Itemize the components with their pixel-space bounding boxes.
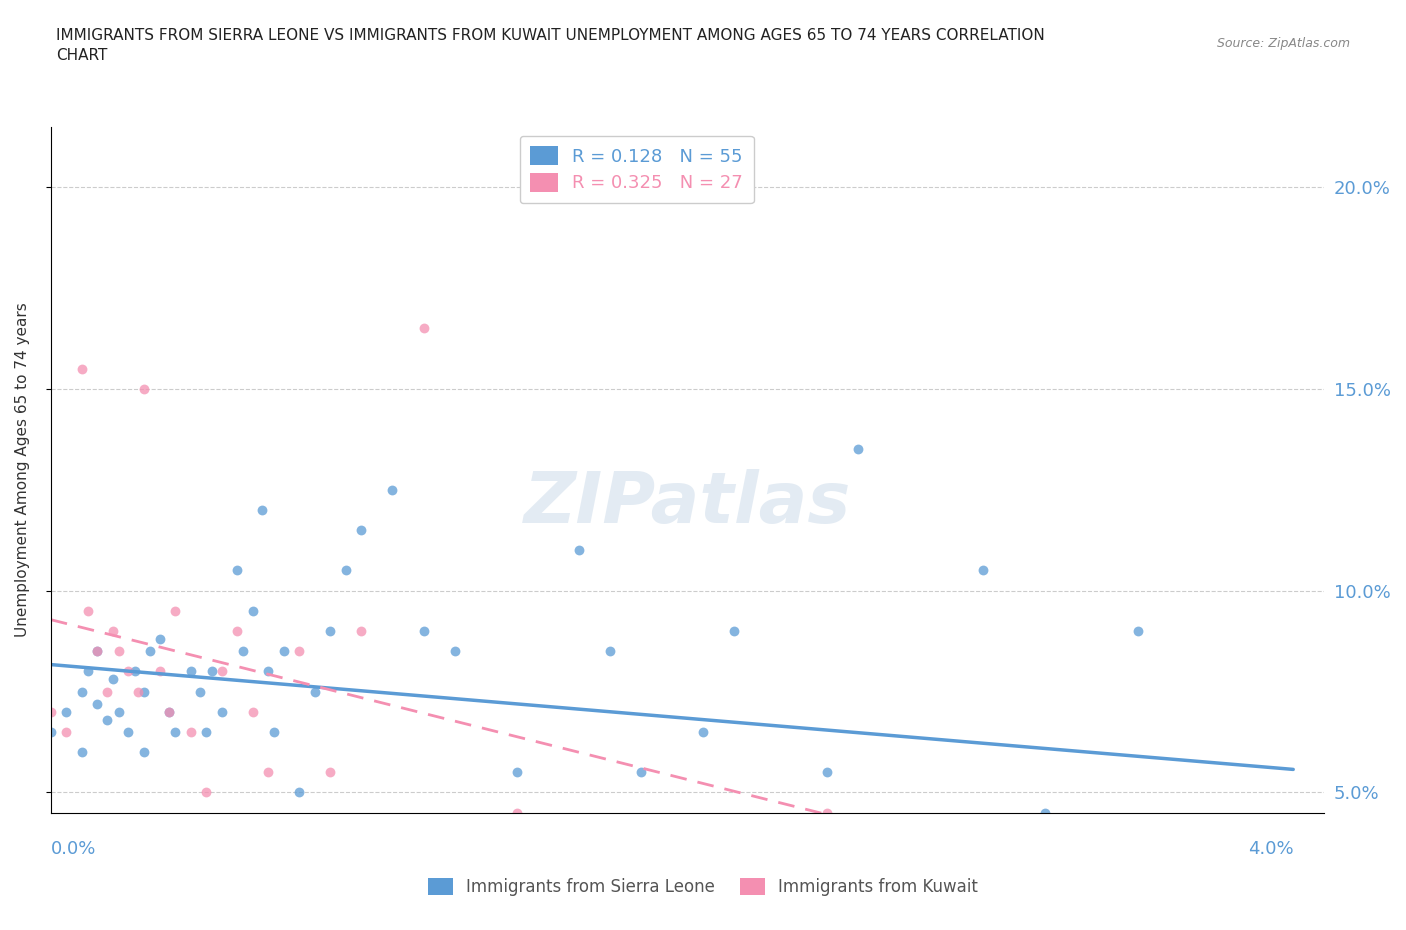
Point	[117, 664, 139, 679]
Point	[70, 745, 93, 760]
Point	[319, 623, 342, 638]
Point	[77, 664, 100, 679]
Point	[70, 361, 93, 376]
Y-axis label: Unemployment Among Ages 65 to 74 years: Unemployment Among Ages 65 to 74 years	[15, 302, 30, 637]
Point	[96, 712, 118, 727]
Point	[250, 502, 273, 517]
Point	[273, 644, 295, 658]
Legend: R = 0.128   N = 55, R = 0.325   N = 27: R = 0.128 N = 55, R = 0.325 N = 27	[520, 136, 754, 204]
Point	[815, 764, 838, 779]
Point	[257, 664, 280, 679]
Point	[165, 724, 187, 739]
Point	[86, 644, 108, 658]
Point	[288, 785, 311, 800]
Point	[108, 644, 131, 658]
Point	[443, 644, 465, 658]
Point	[132, 684, 155, 699]
Point	[848, 442, 870, 457]
Point	[165, 604, 187, 618]
Point	[335, 563, 357, 578]
Text: 0.0%: 0.0%	[51, 840, 96, 858]
Point	[350, 623, 373, 638]
Point	[101, 623, 124, 638]
Point	[242, 604, 264, 618]
Point	[1126, 623, 1149, 638]
Point	[381, 483, 404, 498]
Text: IMMIGRANTS FROM SIERRA LEONE VS IMMIGRANTS FROM KUWAIT UNEMPLOYMENT AMONG AGES 6: IMMIGRANTS FROM SIERRA LEONE VS IMMIGRAN…	[56, 28, 1045, 62]
Point	[157, 704, 180, 719]
Point	[55, 724, 77, 739]
Point	[599, 644, 621, 658]
Point	[180, 664, 202, 679]
Point	[101, 672, 124, 687]
Point	[157, 704, 180, 719]
Point	[195, 785, 218, 800]
Point	[661, 857, 683, 872]
Point	[211, 664, 233, 679]
Point	[242, 704, 264, 719]
Point	[474, 845, 496, 860]
Point	[412, 321, 434, 336]
Point	[180, 724, 202, 739]
Point	[257, 764, 280, 779]
Point	[188, 684, 211, 699]
Point	[96, 684, 118, 699]
Point	[108, 704, 131, 719]
Point	[139, 644, 162, 658]
Point	[263, 724, 285, 739]
Text: ZIPatlas: ZIPatlas	[524, 470, 851, 538]
Point	[117, 724, 139, 739]
Point	[568, 543, 591, 558]
Text: Source: ZipAtlas.com: Source: ZipAtlas.com	[1216, 37, 1350, 50]
Point	[195, 724, 218, 739]
Text: 4.0%: 4.0%	[1247, 840, 1294, 858]
Point	[506, 764, 529, 779]
Point	[86, 644, 108, 658]
Point	[972, 563, 994, 578]
Point	[226, 563, 249, 578]
Point	[304, 684, 326, 699]
Point	[232, 644, 254, 658]
Point	[127, 684, 149, 699]
Point	[132, 381, 155, 396]
Point	[124, 664, 146, 679]
Point	[661, 885, 683, 900]
Point	[132, 745, 155, 760]
Point	[148, 631, 170, 646]
Point	[692, 724, 714, 739]
Point	[506, 805, 529, 820]
Point	[39, 724, 62, 739]
Legend: Immigrants from Sierra Leone, Immigrants from Kuwait: Immigrants from Sierra Leone, Immigrants…	[422, 871, 984, 903]
Point	[211, 704, 233, 719]
Point	[723, 623, 745, 638]
Point	[319, 764, 342, 779]
Point	[39, 704, 62, 719]
Point	[86, 697, 108, 711]
Point	[412, 623, 434, 638]
Point	[77, 604, 100, 618]
Point	[1251, 906, 1274, 921]
Point	[815, 805, 838, 820]
Point	[201, 664, 224, 679]
Point	[910, 885, 932, 900]
Point	[350, 523, 373, 538]
Point	[55, 704, 77, 719]
Point	[1220, 926, 1243, 930]
Point	[70, 684, 93, 699]
Point	[226, 623, 249, 638]
Point	[630, 764, 652, 779]
Point	[1033, 805, 1056, 820]
Point	[537, 866, 560, 881]
Point	[148, 664, 170, 679]
Point	[288, 644, 311, 658]
